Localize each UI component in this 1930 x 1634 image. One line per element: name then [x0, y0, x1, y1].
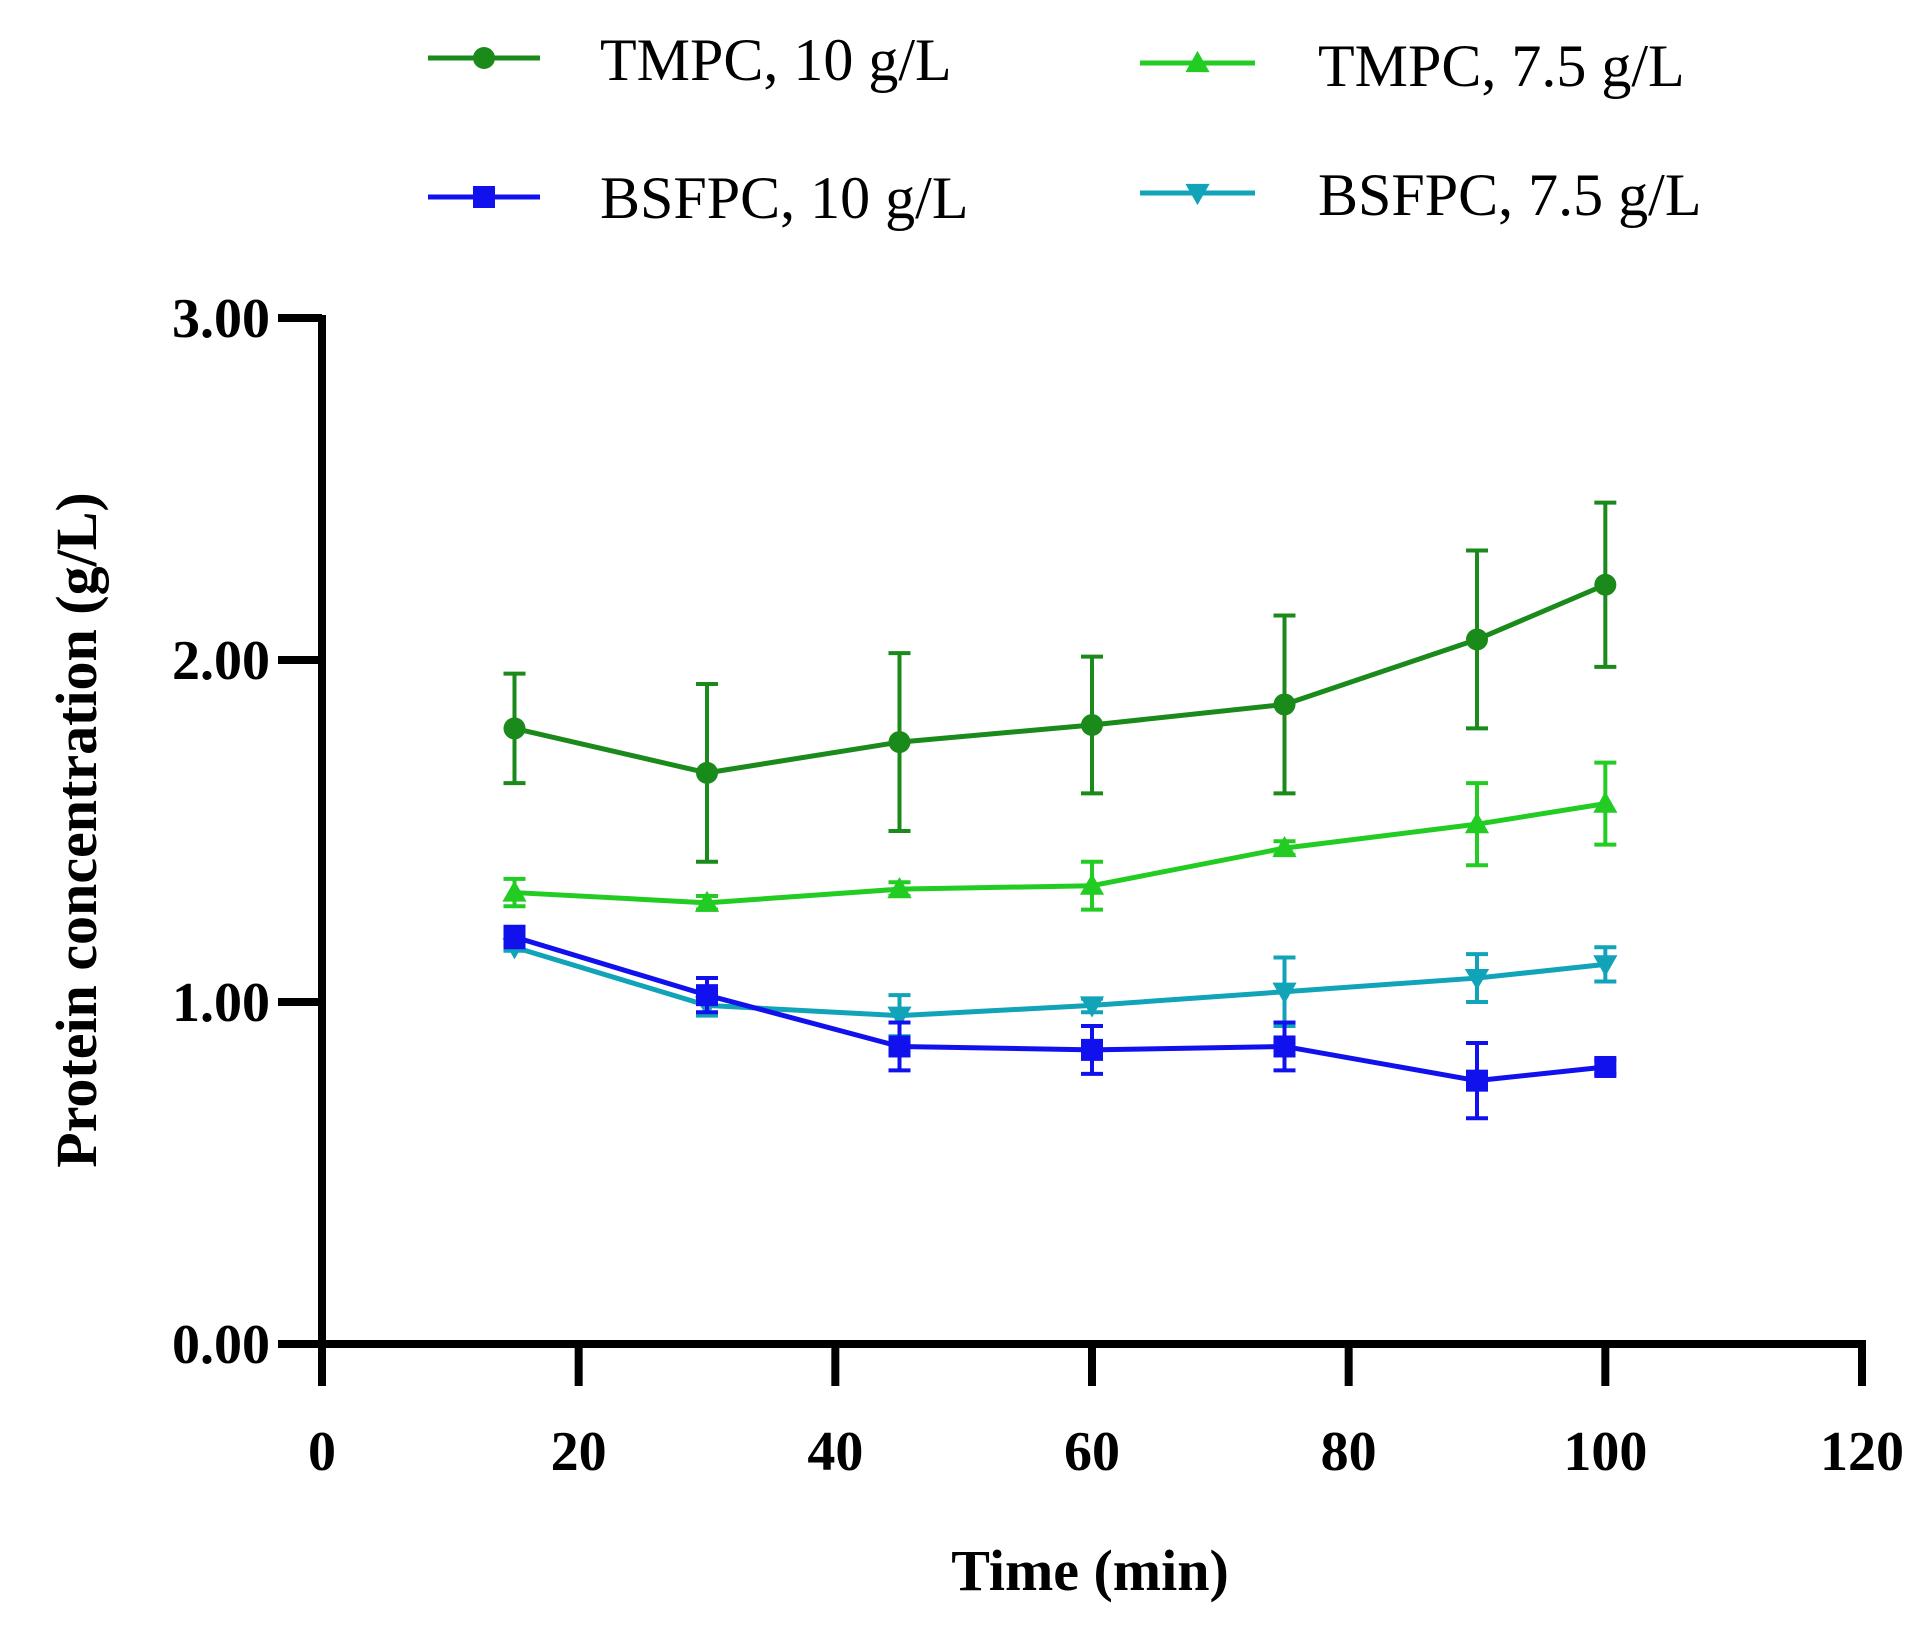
data-point [1081, 1038, 1103, 1061]
series-1 [502, 760, 1618, 912]
data-point [1273, 1035, 1296, 1058]
legend-entry: TMPC, 7.5 g/L [1140, 33, 1685, 99]
data-point [1272, 982, 1297, 1004]
x-tick-label: 120 [1820, 1421, 1904, 1483]
x-tick-label: 40 [807, 1421, 863, 1483]
x-axis-title: Time (min) [951, 1538, 1229, 1603]
data-point [1273, 693, 1296, 716]
legend-entry: BSFPC, 7.5 g/L [1140, 162, 1701, 228]
legend-label: BSFPC, 10 g/L [600, 165, 968, 231]
data-point [1594, 1055, 1617, 1078]
x-tick-label: 0 [308, 1421, 336, 1483]
series-line [513, 582, 1607, 776]
series-3 [502, 938, 1618, 1039]
series-0 [503, 500, 1617, 864]
data-point [503, 926, 526, 949]
x-tick-label: 20 [551, 1421, 607, 1483]
y-tick-label: 3.00 [172, 288, 270, 350]
series-line [514, 801, 1606, 906]
data-point [1466, 1069, 1488, 1092]
series-layer [502, 500, 1618, 1121]
data-point [1464, 968, 1490, 991]
legend-entry: TMPC, 10 g/L [428, 27, 952, 93]
series-2 [503, 924, 1617, 1121]
y-axis-title: Protein concentration (g/L) [44, 492, 109, 1167]
data-point [503, 717, 526, 740]
data-point [694, 890, 720, 912]
x-tick-label: 100 [1563, 1421, 1647, 1483]
data-point [1079, 996, 1105, 1018]
legend-label: TMPC, 7.5 g/L [1318, 33, 1685, 99]
data-point [888, 1035, 911, 1058]
data-point [1272, 836, 1297, 858]
data-point [1466, 628, 1488, 651]
data-point [887, 877, 912, 899]
legend-marker [1185, 50, 1210, 73]
x-tick-label: 80 [1321, 1421, 1377, 1483]
y-tick-label: 2.00 [172, 630, 270, 692]
y-tick-label: 0.00 [172, 1314, 270, 1376]
legend-label: TMPC, 10 g/L [600, 27, 952, 93]
data-point [1081, 713, 1103, 736]
legend-marker [473, 186, 495, 208]
series-line [513, 944, 1606, 1019]
data-point [1464, 812, 1490, 834]
legend-marker [473, 47, 495, 69]
legend: TMPC, 10 g/L TMPC, 7.5 g/L BSFPC, 10 g/L BS… [428, 27, 1701, 231]
data-point [696, 761, 718, 784]
legend-label: BSFPC, 7.5 g/L [1318, 162, 1701, 228]
data-point [502, 880, 527, 902]
x-tick-label: 60 [1064, 1421, 1120, 1483]
data-point [1593, 791, 1618, 813]
data-point [1079, 873, 1105, 895]
data-point [696, 984, 718, 1007]
data-point [887, 1006, 912, 1028]
legend-marker [1185, 183, 1210, 206]
axes: 0.00 1.00 2.00 3.00 0 20 40 60 80 100 120 [172, 288, 1904, 1483]
y-tick-label: 1.00 [172, 972, 270, 1034]
data-point [1594, 573, 1617, 596]
data-point [1593, 955, 1618, 977]
legend-entry: BSFPC, 10 g/L [428, 165, 968, 231]
data-point [888, 731, 911, 754]
